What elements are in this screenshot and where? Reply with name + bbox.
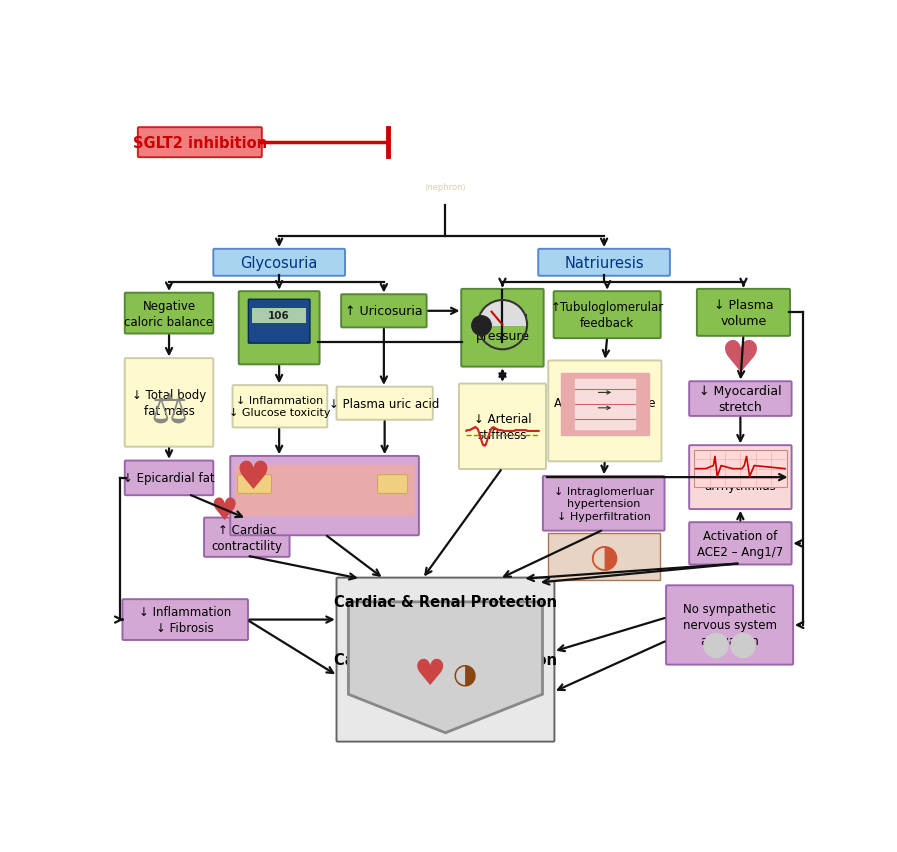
Text: SGLT2 inhibition: SGLT2 inhibition — [133, 135, 267, 151]
Text: Activation of
ACE2 – Ang1/7: Activation of ACE2 – Ang1/7 — [697, 529, 783, 558]
FancyBboxPatch shape — [232, 386, 327, 428]
Text: ↓ Epicardial fat: ↓ Epicardial fat — [123, 472, 215, 485]
Text: ↓ Blood
pressure: ↓ Blood pressure — [475, 314, 529, 343]
Text: ↑Tubuloglomerular
feedback: ↑Tubuloglomerular feedback — [551, 301, 664, 330]
Text: Natriuresis: Natriuresis — [564, 256, 644, 270]
Text: ♥: ♥ — [236, 458, 270, 497]
FancyBboxPatch shape — [213, 250, 345, 276]
Text: Cardiac & Renal Protection: Cardiac & Renal Protection — [334, 595, 557, 609]
Text: ↓ Inflammation
↓ Glucose toxicity: ↓ Inflammation ↓ Glucose toxicity — [229, 395, 331, 418]
FancyBboxPatch shape — [252, 308, 306, 324]
FancyBboxPatch shape — [689, 522, 791, 565]
FancyBboxPatch shape — [378, 475, 408, 493]
FancyBboxPatch shape — [689, 446, 791, 509]
FancyBboxPatch shape — [689, 382, 791, 417]
Polygon shape — [575, 380, 635, 429]
Text: ↓ Myocardial
stretch: ↓ Myocardial stretch — [699, 384, 781, 413]
FancyBboxPatch shape — [341, 295, 427, 328]
FancyBboxPatch shape — [553, 292, 661, 339]
Text: Cardiac & Renal Protection: Cardiac & Renal Protection — [334, 653, 557, 667]
Text: ↓ Plasma
volume: ↓ Plasma volume — [714, 298, 773, 327]
FancyBboxPatch shape — [690, 338, 791, 380]
Polygon shape — [561, 374, 649, 435]
Text: ↓ Plasma uric acid: ↓ Plasma uric acid — [329, 397, 440, 410]
Text: ↑ Uricosuria: ↑ Uricosuria — [345, 305, 422, 318]
FancyBboxPatch shape — [125, 461, 213, 496]
FancyBboxPatch shape — [336, 578, 554, 742]
Text: Glycosuria: Glycosuria — [240, 256, 318, 270]
Text: ♥: ♥ — [414, 657, 446, 691]
FancyBboxPatch shape — [336, 387, 432, 420]
FancyBboxPatch shape — [538, 250, 670, 276]
Text: ↓HbA1c: ↓HbA1c — [254, 322, 305, 335]
FancyBboxPatch shape — [205, 518, 290, 557]
FancyBboxPatch shape — [239, 292, 319, 365]
FancyBboxPatch shape — [238, 475, 272, 493]
Text: Negative
caloric balance: Negative caloric balance — [125, 299, 213, 328]
Text: No sympathetic
nervous system
activation: No sympathetic nervous system activation — [683, 602, 777, 648]
Text: ↓ Atherosclerosis: ↓ Atherosclerosis — [266, 490, 383, 503]
Text: 106: 106 — [268, 311, 290, 321]
FancyBboxPatch shape — [125, 293, 213, 334]
Text: ↓ Arterial
stiffness: ↓ Arterial stiffness — [474, 412, 531, 441]
FancyBboxPatch shape — [548, 361, 661, 462]
Text: ↓ Intraglomerluar
hypertension
↓ Hyperfiltration: ↓ Intraglomerluar hypertension ↓ Hyperfi… — [553, 486, 654, 521]
Text: ♥: ♥ — [720, 337, 761, 381]
Text: ↑ Cardiac
contractility: ↑ Cardiac contractility — [212, 523, 283, 552]
Text: ◑: ◑ — [589, 540, 618, 573]
Text: ◑: ◑ — [453, 660, 477, 688]
FancyBboxPatch shape — [461, 290, 544, 367]
Polygon shape — [348, 602, 543, 733]
Polygon shape — [235, 465, 414, 515]
FancyBboxPatch shape — [125, 359, 213, 447]
FancyBboxPatch shape — [548, 533, 659, 580]
FancyBboxPatch shape — [248, 300, 310, 343]
FancyBboxPatch shape — [459, 384, 546, 469]
Text: ↓ Total body
fat mass: ↓ Total body fat mass — [132, 389, 206, 417]
Text: ⟨nephron⟩: ⟨nephron⟩ — [424, 182, 466, 192]
FancyBboxPatch shape — [123, 600, 248, 640]
Text: ↓ Inflammation
↓ Fibrosis: ↓ Inflammation ↓ Fibrosis — [139, 606, 231, 635]
FancyBboxPatch shape — [697, 290, 790, 337]
Text: ⚖: ⚖ — [151, 390, 187, 433]
Text: ♥: ♥ — [210, 497, 238, 526]
FancyBboxPatch shape — [543, 476, 665, 531]
FancyBboxPatch shape — [666, 585, 793, 665]
Text: Afferent arteriole
constriction: Afferent arteriole constriction — [554, 397, 656, 426]
FancyBboxPatch shape — [138, 128, 262, 158]
Text: ⬤⬤: ⬤⬤ — [701, 631, 758, 657]
Text: ↓ Ventricular
arrhythmias: ↓ Ventricular arrhythmias — [701, 463, 779, 492]
FancyBboxPatch shape — [231, 457, 419, 536]
FancyBboxPatch shape — [694, 451, 787, 487]
Polygon shape — [478, 301, 527, 325]
